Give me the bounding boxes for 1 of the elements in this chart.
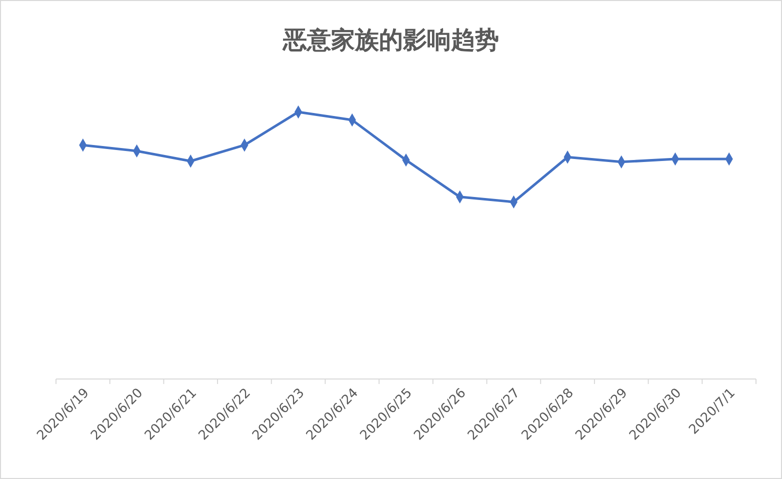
chart-title: 恶意家族的影响趋势 [282, 26, 499, 54]
